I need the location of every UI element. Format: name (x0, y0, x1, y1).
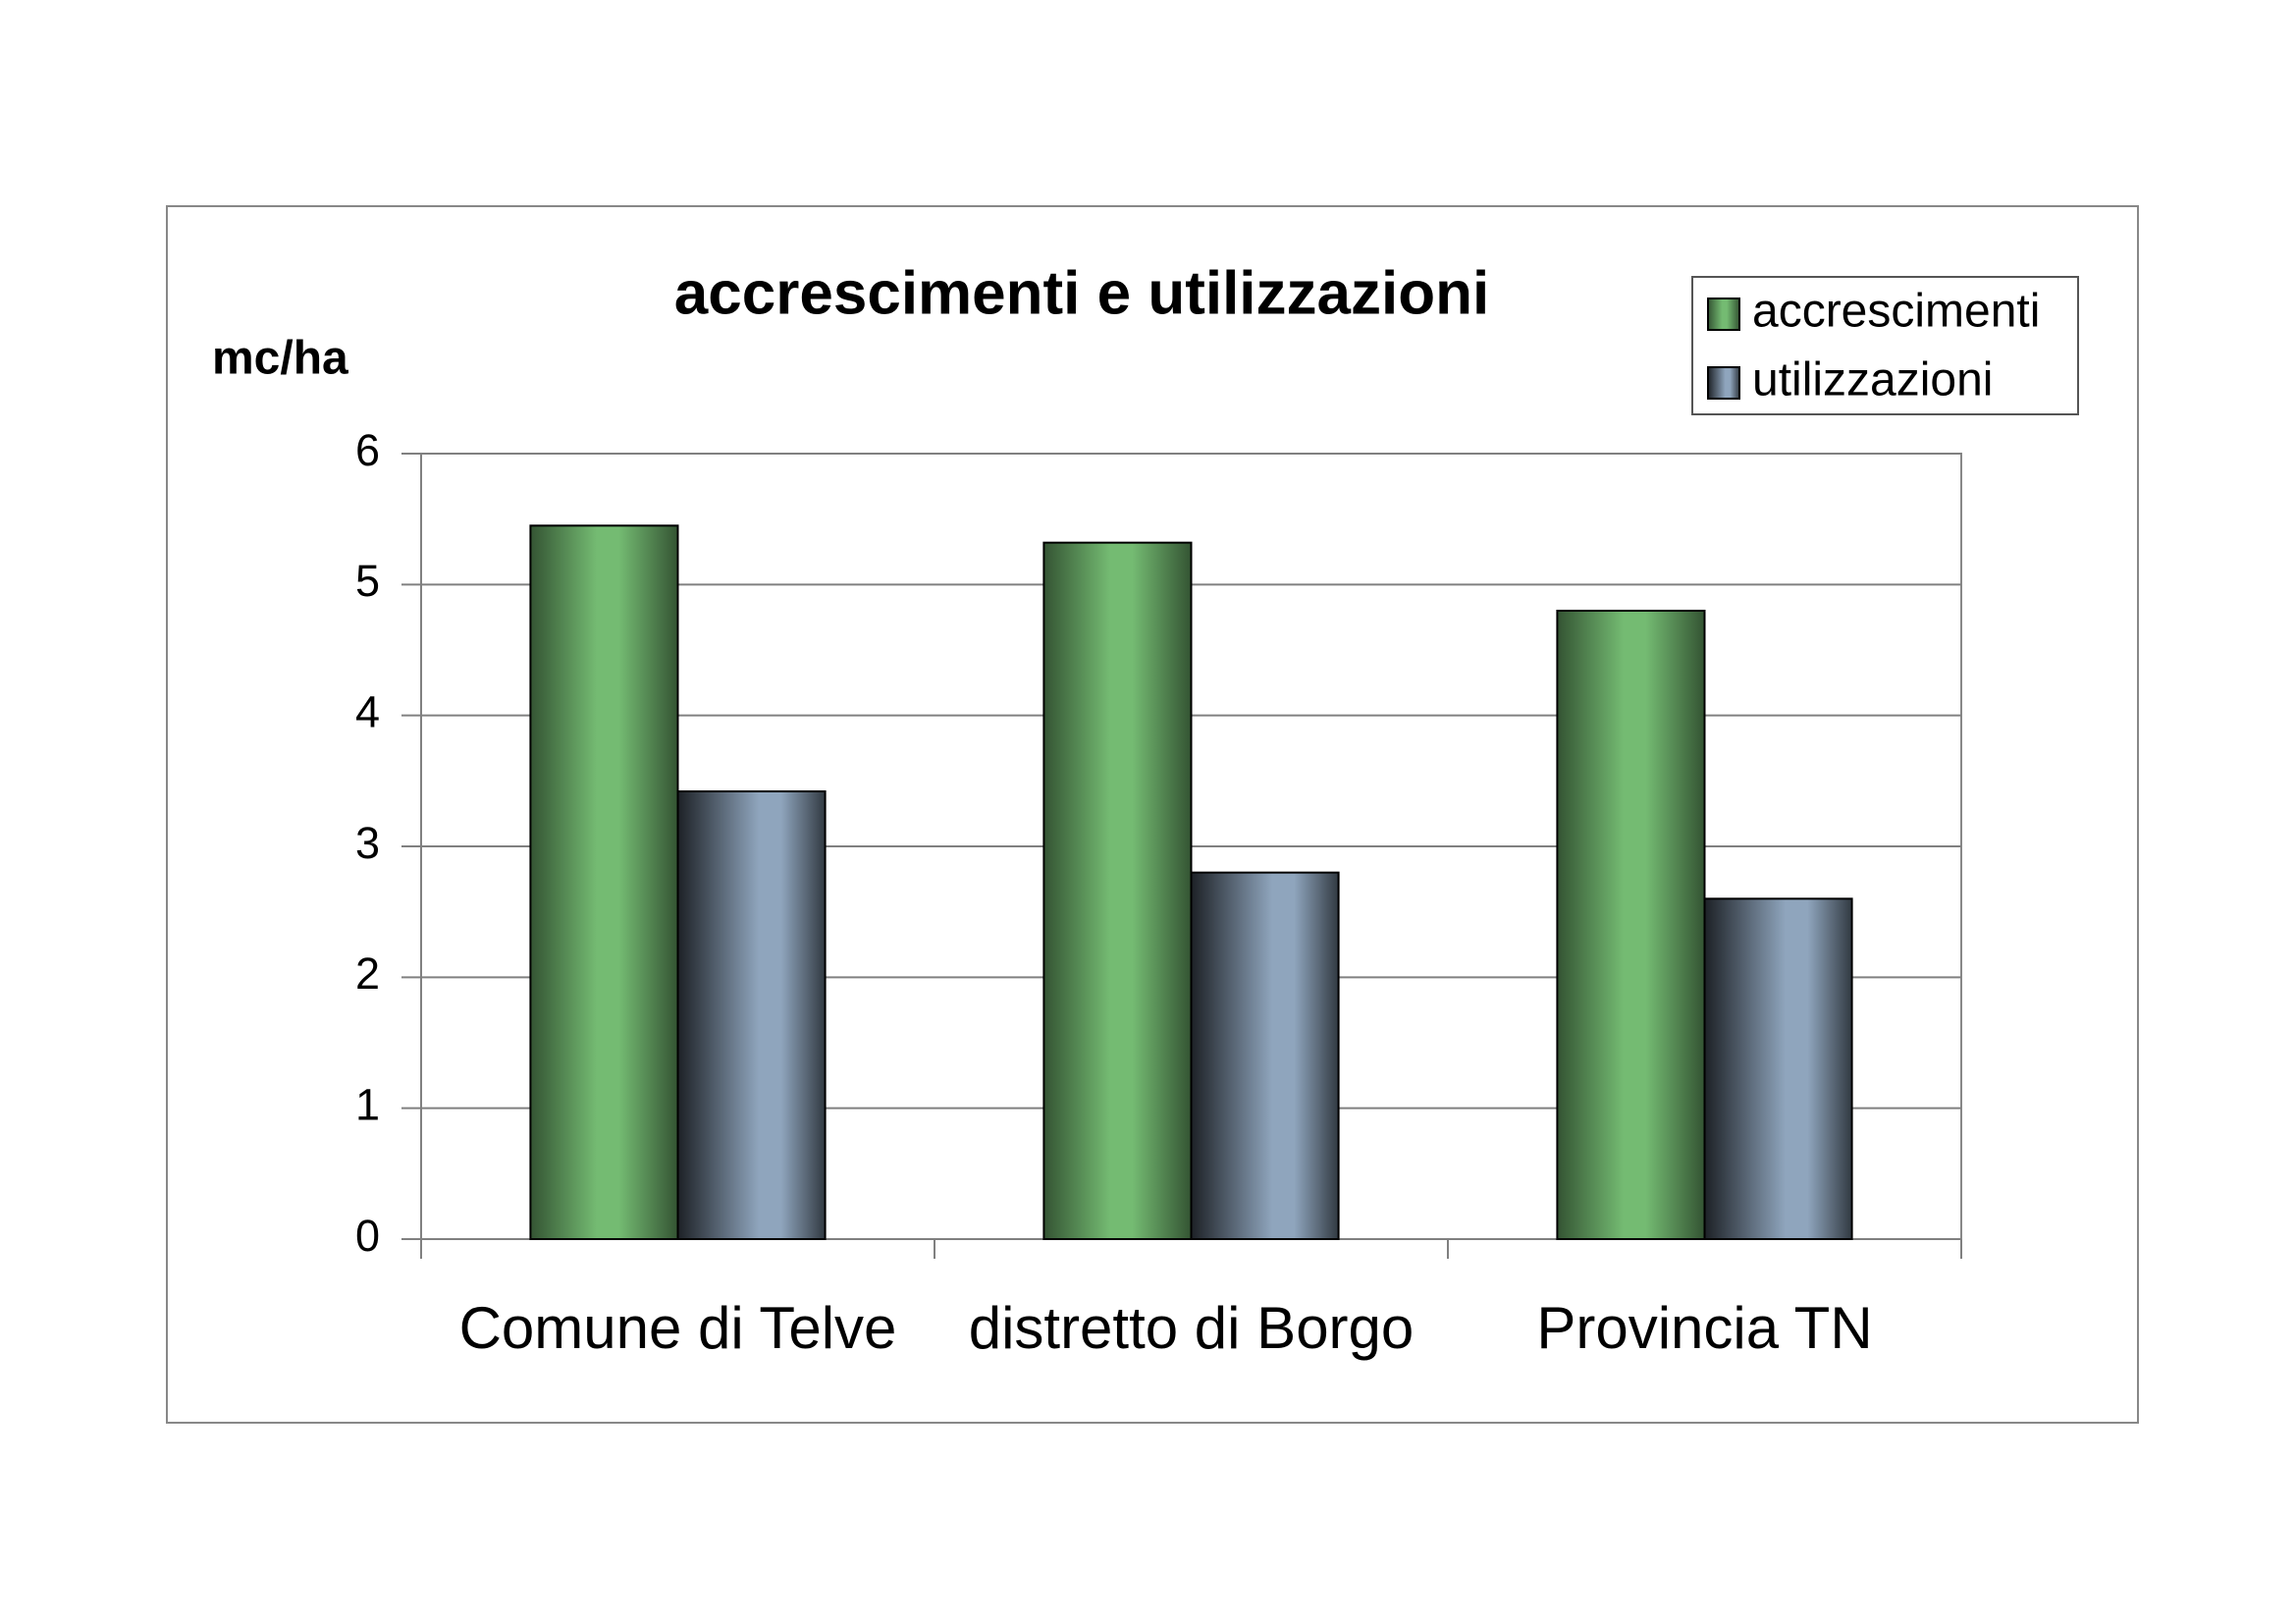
y-tick-label: 6 (355, 425, 380, 475)
x-tick-label: Comune di Telve (459, 1295, 897, 1361)
y-tick-label: 1 (355, 1080, 380, 1130)
bar (1190, 871, 1340, 1241)
chart-title: accrescimenti e utilizzazioni (674, 259, 1489, 327)
bar (1042, 541, 1193, 1240)
bar (1556, 610, 1706, 1240)
y-tick-label: 2 (355, 948, 380, 999)
bar (529, 524, 679, 1240)
legend-label: utilizzazioni (1752, 354, 1993, 406)
x-tick-label: distretto di Borgo (969, 1295, 1415, 1361)
y-tick-label: 0 (355, 1211, 380, 1261)
legend-swatch (1707, 298, 1740, 331)
legend-label: accrescimenti (1752, 286, 2040, 338)
y-tick-label: 3 (355, 818, 380, 868)
bar (676, 790, 827, 1240)
legend-swatch (1707, 366, 1740, 400)
y-tick-label: 5 (355, 556, 380, 606)
y-axis-label: mc/ha (212, 333, 348, 385)
y-tick-label: 4 (355, 687, 380, 737)
bar (1703, 897, 1853, 1240)
legend (1691, 276, 2079, 415)
x-tick-label: Provincia TN (1536, 1295, 1872, 1361)
